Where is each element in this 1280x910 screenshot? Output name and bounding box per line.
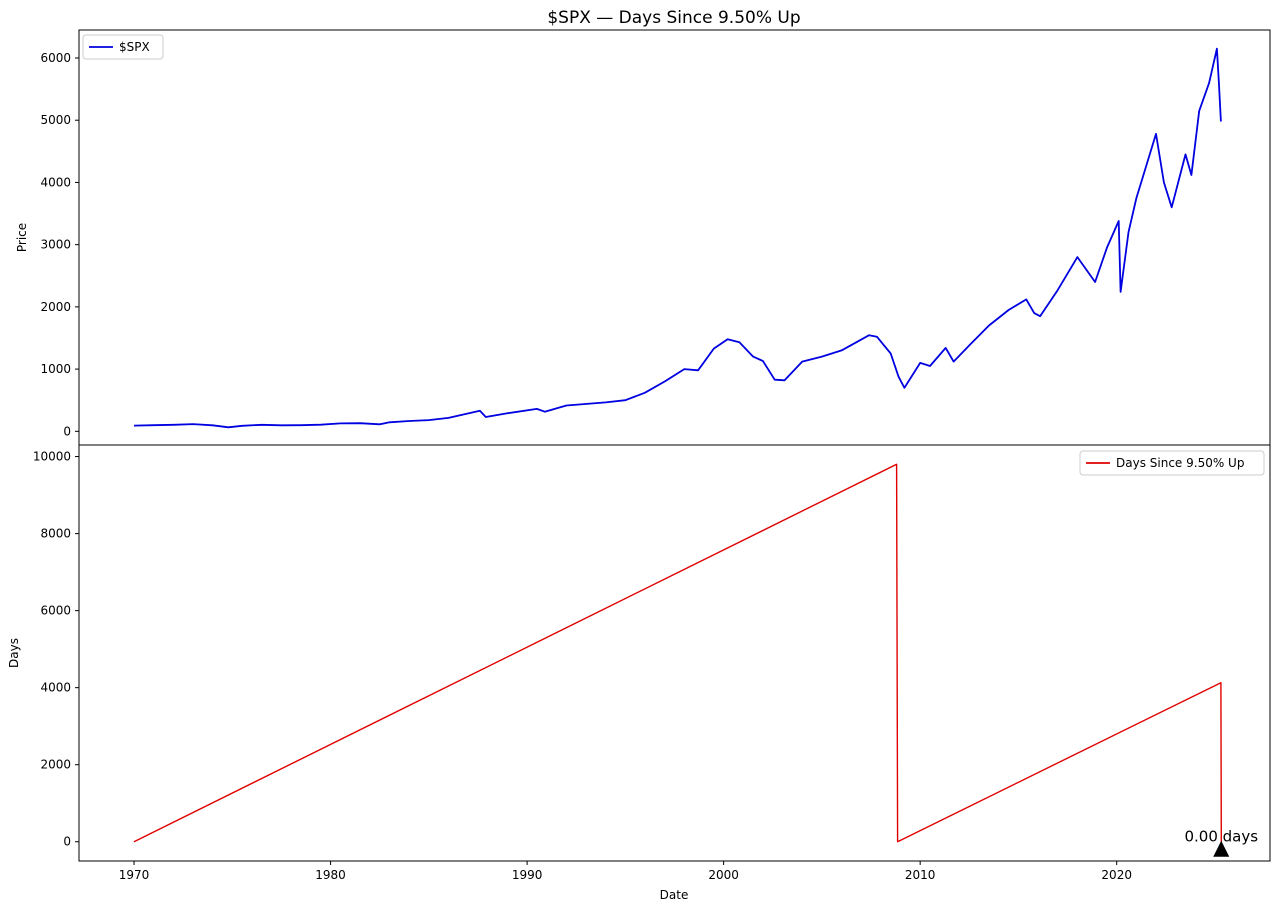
price-y-tick-label: 4000 (40, 175, 71, 189)
x-tick-label: 1970 (119, 868, 150, 882)
days-y-tick-label: 6000 (40, 604, 71, 618)
annotation-label: 0.00 days (1184, 828, 1258, 846)
days-series-line (133, 463, 1223, 843)
price-plot-frame (78, 29, 1271, 446)
x-tick-label: 1990 (512, 868, 543, 882)
price-y-tick-label: 6000 (40, 51, 71, 65)
days-y-axis-title: Days (7, 638, 21, 668)
annotation-marker-icon (1213, 840, 1230, 857)
price-y-tick-label: 0 (63, 424, 71, 438)
days-legend-label: Days Since 9.50% Up (1116, 456, 1244, 470)
price-y-tick-label: 1000 (40, 362, 71, 376)
price-y-axis-title: Price (15, 223, 29, 252)
price-panel: 0 1000 2000 3000 4000 5000 6000 Price $SPX (15, 29, 1271, 446)
days-plot-frame (78, 444, 1271, 862)
days-y-tick-label: 2000 (40, 758, 71, 772)
x-tick-label: 2000 (708, 868, 739, 882)
price-y-tick-label: 5000 (40, 113, 71, 127)
days-panel: 0 2000 4000 6000 8000 10000 Days Days Since 9.5… (7, 444, 1271, 882)
days-y-tick-label: 4000 (40, 681, 71, 695)
x-tick-label: 2020 (1101, 868, 1132, 882)
price-legend (82, 34, 164, 60)
chart-title: $SPX — Days Since 9.50% Up (547, 8, 800, 28)
days-y-tick-label: 0 (63, 835, 71, 849)
x-tick-label: 1980 (315, 868, 346, 882)
days-y-tick-label: 8000 (40, 527, 71, 541)
days-legend (1079, 450, 1265, 476)
price-series-line (133, 47, 1222, 429)
price-legend-label: $SPX (119, 40, 150, 54)
days-y-tick-label: 10000 (33, 450, 71, 464)
x-tick-label: 2010 (905, 868, 936, 882)
x-axis-title: Date (660, 888, 689, 902)
price-y-tick-label: 2000 (40, 300, 71, 314)
price-y-tick-label: 3000 (40, 238, 71, 252)
